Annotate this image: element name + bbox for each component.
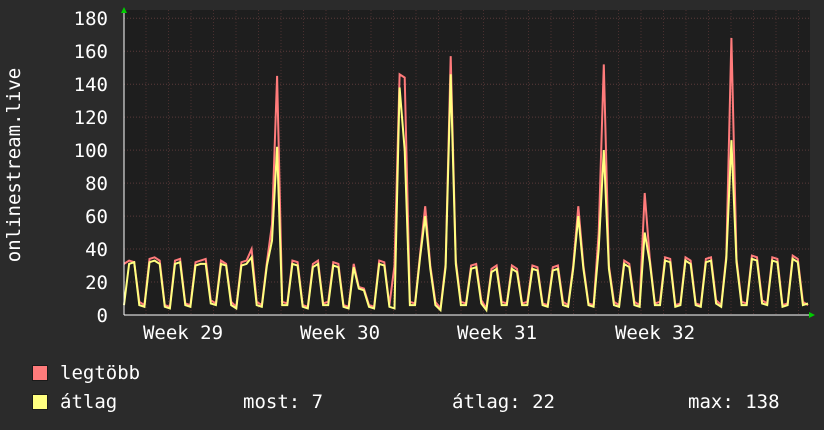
y-tick-label: 80 xyxy=(85,173,108,195)
x-tick-labels: Week 29 Week 30 Week 31 Week 32 xyxy=(143,322,695,344)
y-tick-label: 0 xyxy=(97,305,108,327)
y-tick-label: 140 xyxy=(74,74,108,96)
series-layer xyxy=(123,37,809,313)
stat-avg: átlag: 22 xyxy=(452,391,555,413)
x-tick-label: Week 30 xyxy=(300,322,380,344)
legend-max-label: legtöbb xyxy=(60,362,141,384)
x-tick-label: Week 31 xyxy=(457,322,537,344)
y-tick-labels: 0 20 40 60 80 100 120 140 160 180 xyxy=(74,8,108,327)
legend-max-swatch xyxy=(32,365,48,381)
stat-max: max: 138 xyxy=(688,391,780,413)
plot-background xyxy=(124,10,810,315)
y-tick-label: 40 xyxy=(85,239,108,261)
x-axis-arrow-icon xyxy=(809,312,815,318)
y-tick-label: 120 xyxy=(74,107,108,129)
x-tick-label: Week 29 xyxy=(143,322,223,344)
y-tick-label: 180 xyxy=(74,8,108,30)
legend-avg-label: átlag xyxy=(60,391,118,413)
x-tick-label: Week 32 xyxy=(615,322,695,344)
y-axis-label: onlinestream.live xyxy=(3,68,25,262)
stat-now: most: 7 xyxy=(243,391,324,413)
y-tick-label: 160 xyxy=(74,41,108,63)
series-avg-line xyxy=(123,74,809,313)
legend-avg: átlag xyxy=(32,391,117,413)
y-axis-arrow-icon xyxy=(121,7,127,13)
legend-avg-swatch xyxy=(32,394,48,410)
y-tick-label: 20 xyxy=(85,272,108,294)
y-tick-label: 60 xyxy=(85,206,108,228)
y-tick-label: 100 xyxy=(74,140,108,162)
legend-max: legtöbb xyxy=(32,362,140,384)
